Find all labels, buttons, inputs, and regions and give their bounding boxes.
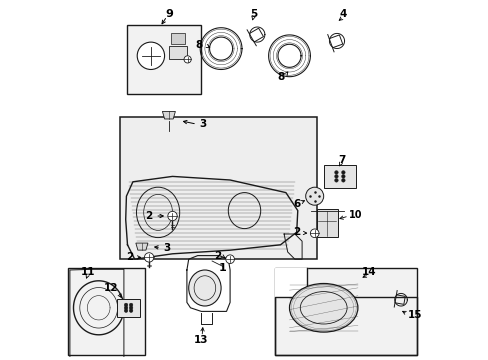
Circle shape (310, 229, 318, 238)
Circle shape (334, 171, 338, 174)
Ellipse shape (289, 284, 357, 332)
Circle shape (129, 303, 133, 307)
Circle shape (137, 42, 164, 69)
Circle shape (183, 56, 191, 63)
Circle shape (225, 255, 234, 264)
Circle shape (124, 309, 127, 312)
FancyBboxPatch shape (120, 117, 316, 259)
FancyBboxPatch shape (324, 165, 355, 188)
Text: 2: 2 (145, 211, 152, 221)
FancyBboxPatch shape (127, 25, 201, 94)
FancyBboxPatch shape (68, 268, 145, 355)
Text: 3: 3 (199, 119, 206, 129)
Circle shape (124, 306, 127, 310)
FancyBboxPatch shape (275, 268, 307, 297)
Ellipse shape (188, 270, 221, 306)
Text: 1: 1 (219, 263, 226, 273)
Text: 5: 5 (249, 9, 257, 19)
Text: 15: 15 (407, 310, 422, 320)
Text: 2: 2 (213, 251, 221, 261)
Text: 2: 2 (292, 227, 300, 237)
Text: 9: 9 (164, 9, 172, 19)
Circle shape (341, 179, 345, 182)
Circle shape (334, 175, 338, 178)
Circle shape (341, 175, 345, 178)
Circle shape (144, 253, 153, 262)
FancyBboxPatch shape (316, 209, 337, 237)
Polygon shape (136, 243, 148, 250)
Text: 4: 4 (339, 9, 346, 19)
Text: 12: 12 (104, 283, 118, 293)
Text: 7: 7 (337, 155, 345, 165)
Text: 8: 8 (196, 40, 203, 50)
Text: 6: 6 (292, 199, 300, 210)
Circle shape (334, 179, 338, 182)
Text: 3: 3 (163, 243, 170, 253)
Circle shape (129, 309, 133, 312)
Text: 14: 14 (361, 267, 375, 277)
Circle shape (124, 303, 127, 307)
FancyBboxPatch shape (117, 299, 140, 317)
Text: 2: 2 (125, 252, 133, 262)
Circle shape (341, 171, 345, 174)
Text: 11: 11 (81, 267, 95, 277)
FancyBboxPatch shape (169, 46, 186, 59)
Polygon shape (162, 112, 175, 119)
Text: 8: 8 (276, 72, 284, 82)
Text: 10: 10 (348, 210, 362, 220)
Circle shape (167, 211, 177, 221)
Circle shape (305, 187, 323, 205)
Text: 13: 13 (194, 335, 208, 345)
FancyBboxPatch shape (275, 268, 416, 355)
Circle shape (129, 306, 133, 310)
FancyBboxPatch shape (170, 33, 185, 44)
